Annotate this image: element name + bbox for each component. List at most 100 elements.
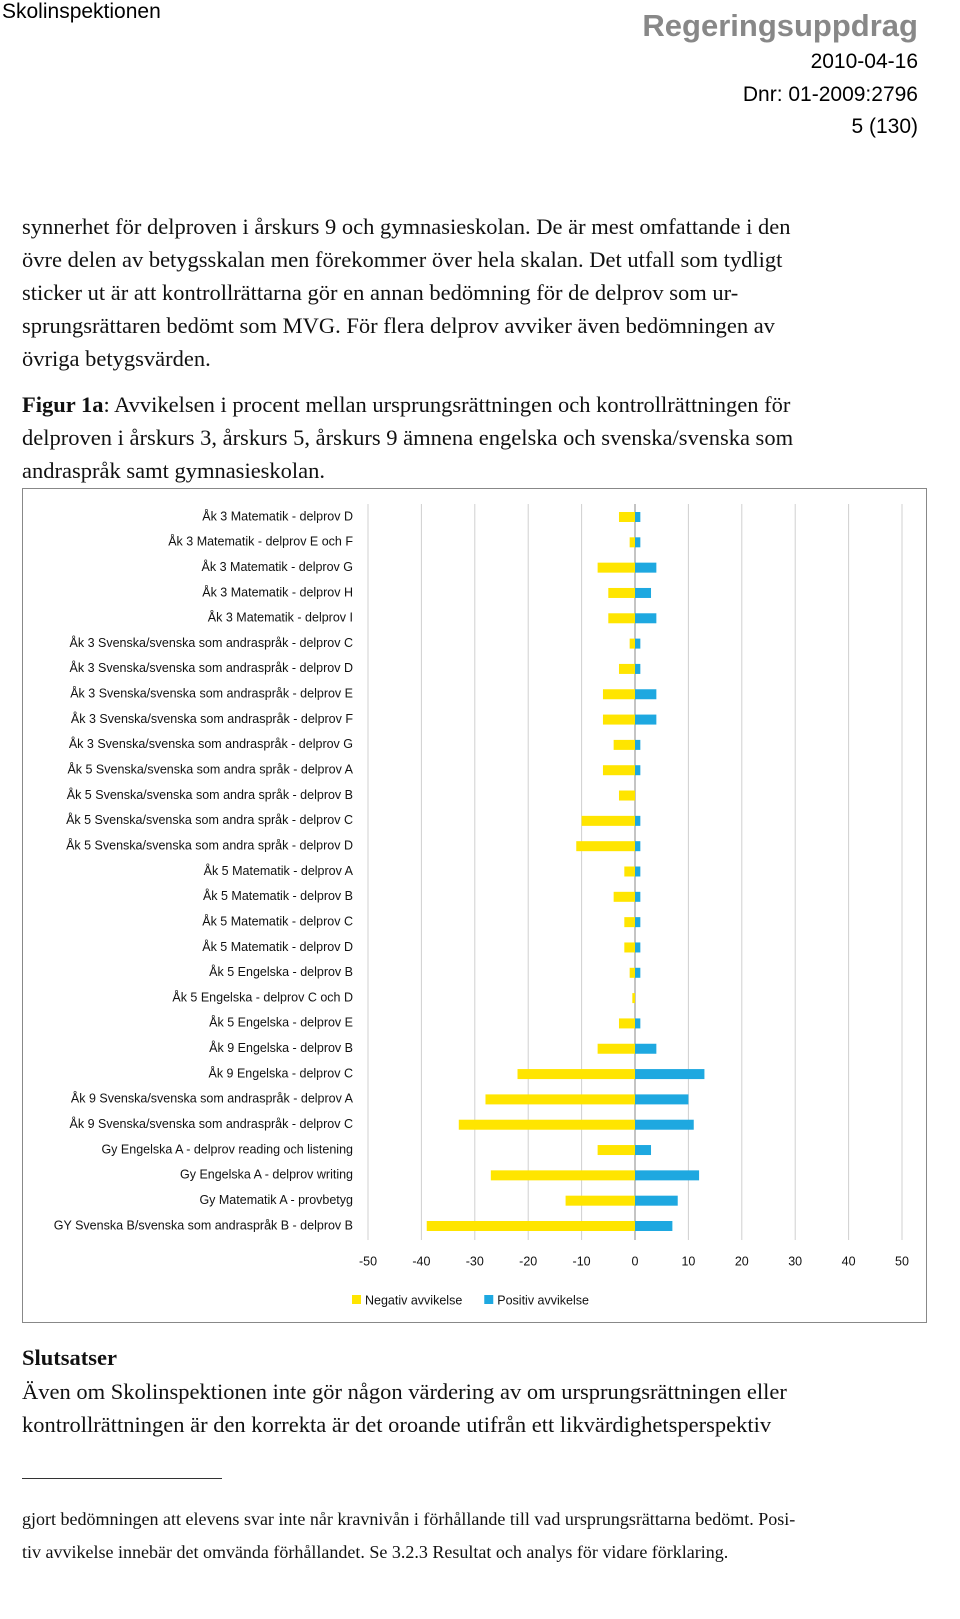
bar <box>635 689 657 700</box>
bar <box>635 866 641 877</box>
bar <box>597 1043 635 1054</box>
x-tick-label: -40 <box>412 1254 430 1268</box>
bar <box>635 512 641 522</box>
header-title: Regeringsuppdrag <box>642 8 918 43</box>
bar <box>618 790 635 801</box>
y-tick-label: Åk 5 Matematik - delprov B <box>203 888 353 903</box>
y-tick-label: Åk 9 Engelska - delprov B <box>209 1040 353 1055</box>
caption-line: delproven i årskurs 3, årskurs 5, årskur… <box>22 425 794 450</box>
bar <box>624 866 635 877</box>
legend-label: Positiv avvikelse <box>497 1293 589 1307</box>
y-tick-label: Gy Engelska A - delprov writing <box>180 1168 353 1182</box>
header-date: 2010-04-16 <box>810 50 918 73</box>
y-tick-label: Åk 3 Matematik - delprov G <box>202 559 353 574</box>
y-tick-label: Åk 9 Svenska/svenska som andraspråk - de… <box>70 1116 353 1131</box>
x-tick-label: 10 <box>681 1254 695 1268</box>
text-line: Även om Skolinspektionen inte gör någon … <box>22 1379 787 1404</box>
bar <box>517 1069 635 1080</box>
y-tick-label: Åk 5 Engelska - delprov E <box>209 1015 353 1030</box>
bar <box>629 638 635 649</box>
caption-label: Figur 1a <box>22 392 104 417</box>
y-tick-label: Gy Engelska A - delprov reading och list… <box>101 1142 353 1156</box>
x-tick-label: 40 <box>842 1254 856 1268</box>
bar <box>624 917 635 928</box>
y-tick-label: Åk 3 Svenska/svenska som andraspråk - de… <box>71 711 353 726</box>
bar <box>635 1119 694 1130</box>
bar <box>635 1170 700 1181</box>
bar <box>602 714 635 725</box>
conclusion-heading: Slutsatser <box>22 1345 117 1370</box>
footnote-rule <box>22 1478 222 1479</box>
y-tick-label: Åk 5 Svenska/svenska som andra språk - d… <box>67 762 353 777</box>
bar <box>629 537 635 548</box>
text-line: sticker ut är att kontrollrättarna gör e… <box>22 280 739 305</box>
bar <box>576 841 635 852</box>
conclusion: Även om Skolinspektionen inte gör någon … <box>22 1375 787 1441</box>
bar <box>635 739 641 750</box>
bar <box>635 638 641 649</box>
bar <box>635 1221 673 1231</box>
bar <box>635 841 641 852</box>
bar <box>635 1145 652 1156</box>
y-tick-label: Åk 5 Svenska/svenska som andra språk - d… <box>67 787 353 802</box>
bar <box>635 1094 689 1105</box>
bar <box>565 1195 635 1206</box>
bar <box>635 562 657 573</box>
x-tick-label: 50 <box>895 1254 909 1268</box>
x-tick-label: -30 <box>466 1254 484 1268</box>
header-page: 5 (130) <box>851 115 918 138</box>
header-dnr: Dnr: 01-2009:2796 <box>742 83 918 106</box>
organization: Skolinspektionen <box>2 0 161 23</box>
bar <box>635 1195 678 1206</box>
bar <box>635 942 641 953</box>
caption-line: Figur 1a: Avvikelsen i procent mellan ur… <box>22 388 793 421</box>
x-tick-label: 30 <box>788 1254 802 1268</box>
x-tick-label: -20 <box>519 1254 537 1268</box>
bar <box>485 1094 635 1105</box>
bar <box>635 613 657 624</box>
y-tick-label: Åk 3 Matematik - delprov D <box>202 508 353 523</box>
bar <box>635 1069 705 1080</box>
bar <box>635 891 641 902</box>
bar <box>635 714 657 725</box>
legend-swatch <box>484 1295 494 1304</box>
bar <box>597 1145 635 1156</box>
text-line: gjort bedömningen att elevens svar inte … <box>22 1509 796 1529</box>
bar <box>635 1043 657 1054</box>
y-tick-label: Åk 5 Matematik - delprov D <box>202 939 353 954</box>
y-tick-label: Åk 3 Matematik - delprov E och F <box>168 534 353 549</box>
chart: -50 -40 -30 -20 -10 0 10 20 30 40 50 Åk 3 Matematik… <box>22 488 927 1323</box>
y-tick-label: Åk 5 Engelska - delprov C och D <box>172 989 353 1004</box>
y-tick-label: GY Svenska B/svenska som andraspråk B - … <box>54 1218 353 1232</box>
text-line: sprungsrättaren bedömt som MVG. För fler… <box>22 313 775 338</box>
x-tick-label: 20 <box>735 1254 749 1268</box>
bar <box>618 1018 635 1029</box>
bar <box>618 512 635 522</box>
text-line: synnerhet för delproven i årskurs 9 och … <box>22 214 791 239</box>
paragraph: synnerhet för delproven i årskurs 9 och … <box>22 210 791 375</box>
bar <box>613 739 635 750</box>
y-tick-label: Åk 5 Matematik - delprov A <box>204 863 354 878</box>
bar <box>618 663 635 674</box>
bar <box>613 891 635 902</box>
y-tick-label: Åk 3 Matematik - delprov H <box>202 584 353 599</box>
text-line: tiv avvikelse innebär det omvända förhål… <box>22 1542 729 1562</box>
y-tick-label: Åk 9 Svenska/svenska som andraspråk - de… <box>71 1091 354 1106</box>
text-line: kontrollrättningen är den korrekta är de… <box>22 1412 772 1437</box>
bar <box>635 815 641 826</box>
bar <box>635 917 641 928</box>
y-tick-label: Åk 3 Svenska/svenska som andraspråk - de… <box>70 635 353 650</box>
y-tick-label: Åk 3 Svenska/svenska som andraspråk - de… <box>70 660 353 675</box>
caption: Figur 1a: Avvikelsen i procent mellan ur… <box>22 388 793 487</box>
caption-line: andraspråk samt gymnasieskolan. <box>22 458 326 483</box>
y-tick-label: Åk 9 Engelska - delprov C <box>208 1065 353 1080</box>
y-tick-label: Åk 3 Matematik - delprov I <box>208 610 353 625</box>
bar <box>635 1018 641 1029</box>
chart-frame <box>22 488 927 1323</box>
legend-swatch <box>352 1295 361 1304</box>
bar <box>581 815 635 826</box>
bar <box>597 562 635 573</box>
bar <box>608 613 635 624</box>
y-tick-label: Åk 3 Svenska/svenska som andraspråk - de… <box>70 686 353 701</box>
text-line: övre delen av betygsskalan men förekomme… <box>22 247 783 272</box>
